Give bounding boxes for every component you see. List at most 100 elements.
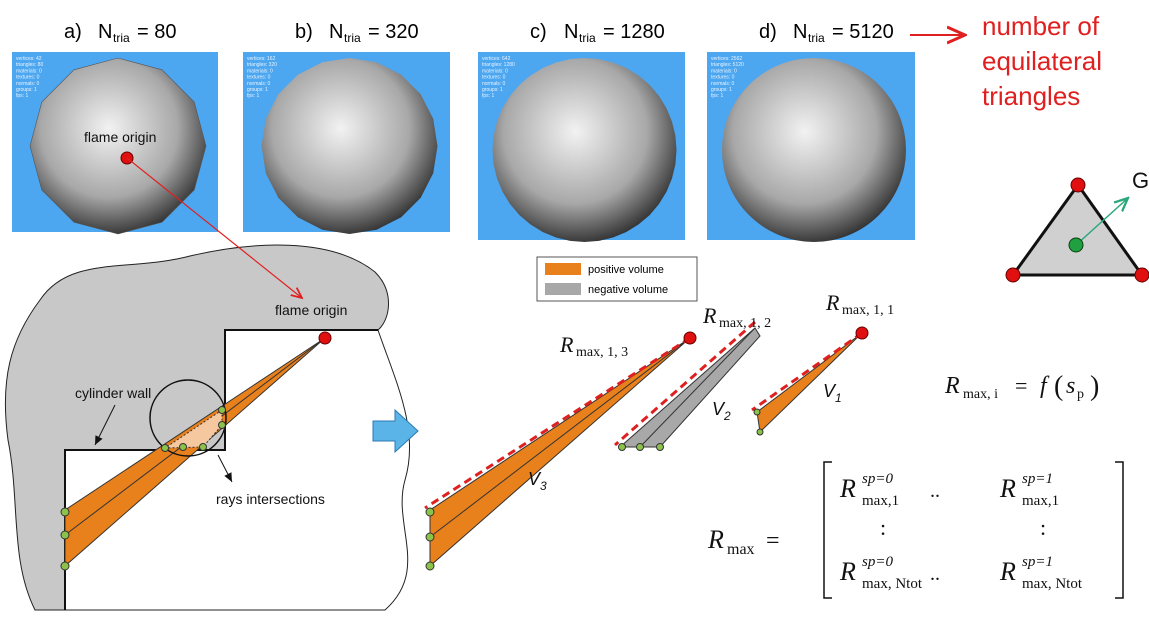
intersections-label: rays intersections (216, 491, 325, 507)
render-stat: fps: 1 (482, 93, 494, 99)
dashed-edge (751, 331, 863, 412)
volume (756, 332, 863, 434)
sphere (29, 57, 207, 235)
intersection-point (60, 530, 70, 540)
annotation: number of (982, 11, 1100, 41)
panel-letter: b) (295, 21, 313, 43)
render-stat: vertices: 162 (247, 56, 276, 62)
legend-swatch (545, 263, 581, 275)
matrix-symbol: R (999, 557, 1016, 586)
sphere-label: flame origin (84, 129, 156, 145)
bracket (823, 461, 832, 599)
triangle-label: G (1132, 168, 1149, 193)
formula-paren: ( (1054, 371, 1063, 402)
render-stat: materials: 0 (247, 68, 273, 74)
render-stat: triangles: 5120 (711, 62, 744, 68)
render-stat: vertices: 2562 (711, 56, 742, 62)
render-stat: groups: 1 (16, 87, 37, 93)
triangle (1010, 182, 1145, 277)
panel-subscript: tria (808, 31, 825, 45)
link-arrow (126, 157, 302, 298)
render-stat: fps: 1 (711, 93, 723, 99)
point (425, 561, 435, 571)
cylinder-interior (64, 329, 411, 611)
annotation: triangles (982, 81, 1080, 111)
panel-value: = 80 (137, 21, 176, 43)
render-stat: materials: 0 (711, 68, 737, 74)
volume-subscript: 1 (835, 391, 842, 405)
matrix-dots: : (1040, 515, 1046, 540)
formula-lhs-sub: max, i (963, 387, 998, 402)
panel-letter: a) (64, 21, 82, 43)
volume (618, 327, 761, 448)
formula-arg-sub: p (1077, 387, 1084, 402)
render-stat: fps: 1 (247, 93, 259, 99)
panel-symbol: N (98, 21, 112, 43)
render-stat: textures: 0 (482, 75, 506, 81)
point (656, 443, 664, 451)
ray (639, 327, 756, 448)
matrix-dots: .. (930, 563, 940, 585)
render-stat: materials: 0 (482, 68, 508, 74)
ray (429, 337, 691, 538)
vertex (1005, 267, 1021, 283)
ray-subscript: max, 1, 1 (842, 303, 894, 318)
render-stat: triangles: 80 (16, 62, 43, 68)
volume-subscript: 2 (723, 409, 731, 423)
render-stat: normals: 0 (482, 81, 506, 87)
panel-value: = 5120 (832, 21, 894, 43)
panel-symbol: N (329, 21, 343, 43)
intersection-point (179, 443, 187, 451)
arrow (94, 404, 116, 446)
matrix-sub: max, Ntot (1022, 576, 1083, 592)
volume-symbol: V (712, 399, 726, 419)
sphere (722, 58, 906, 242)
matrix-lhs-sub: max (727, 541, 755, 558)
render-stat: fps: 1 (16, 93, 28, 99)
intersection-point (218, 421, 226, 429)
panel-value: = 1280 (603, 21, 665, 43)
matrix-sup: sp=0 (862, 554, 893, 570)
intersection-point (161, 444, 169, 452)
matrix-symbol: R (839, 474, 856, 503)
volume-symbol: V (528, 469, 542, 489)
sphere (492, 58, 677, 242)
render-stat: triangles: 320 (247, 62, 277, 68)
matrix-sub: max,1 (1022, 493, 1059, 509)
centroid (1068, 237, 1084, 253)
intersection-volume (163, 409, 223, 449)
point (753, 408, 761, 416)
ray-symbol: R (825, 290, 840, 315)
bracket (1115, 461, 1124, 599)
vertex (1134, 267, 1149, 283)
normal-arrow (1075, 198, 1128, 246)
wall-label: cylinder wall (75, 385, 151, 401)
panel-letter: c) (530, 21, 547, 43)
panel-subscript: tria (344, 31, 361, 45)
render-stat: normals: 0 (711, 81, 735, 87)
arrow (217, 454, 233, 483)
render-stat: textures: 0 (247, 75, 271, 81)
ray-subscript: max, 1, 3 (576, 345, 628, 360)
matrix-sup: sp=1 (1022, 554, 1053, 570)
dashed-edge (424, 336, 691, 510)
intersection-point (199, 443, 207, 451)
flame-origin-label: flame origin (275, 302, 347, 318)
point (756, 428, 764, 436)
vertex (1070, 177, 1086, 193)
dashed-edge (614, 320, 756, 447)
big-arrow (372, 408, 419, 454)
volume-symbol: V (823, 381, 837, 401)
intersection-point (60, 561, 70, 571)
matrix-symbol: R (839, 557, 856, 586)
panel-value: = 320 (368, 21, 419, 43)
formula-paren: ) (1090, 371, 1099, 402)
sphere (261, 58, 438, 234)
matrix-sup: sp=1 (1022, 471, 1053, 487)
matrix-eq: = (766, 528, 780, 554)
volume (429, 337, 691, 568)
render-stat: materials: 0 (16, 68, 42, 74)
ray-symbol: R (702, 303, 717, 328)
